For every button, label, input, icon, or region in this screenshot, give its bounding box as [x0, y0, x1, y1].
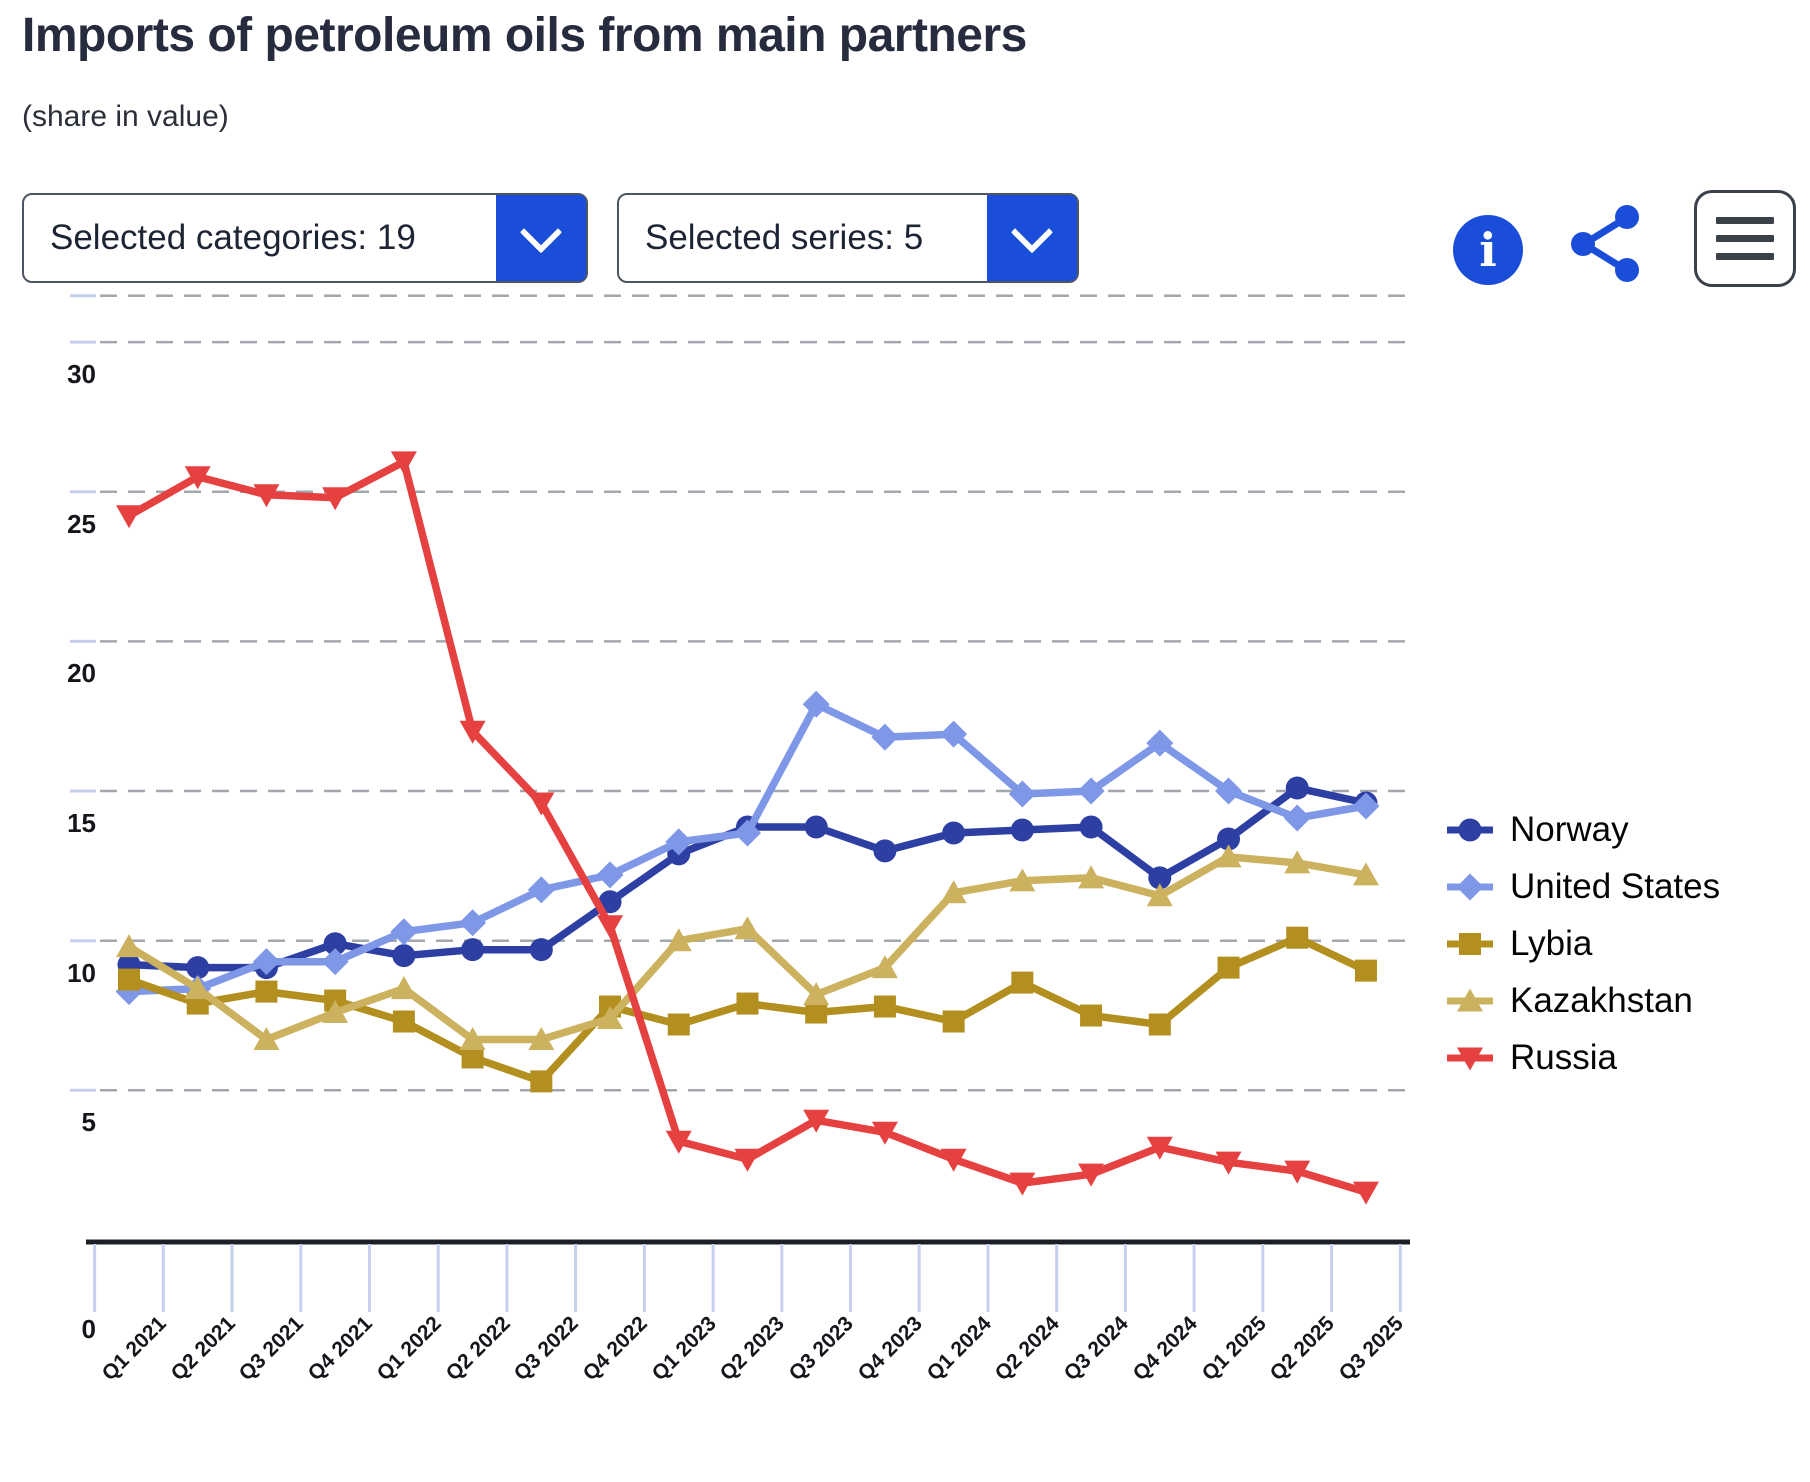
info-icon: i [1479, 223, 1497, 277]
series-markers-lybia [118, 926, 1377, 1093]
legend-label: Russia [1510, 1038, 1617, 1077]
legend-marker-norway [1447, 818, 1493, 842]
categories-dropdown[interactable]: Selected categories: 19 [22, 193, 588, 283]
page-subtitle: (share in value) [22, 100, 229, 133]
y-axis-label-15: 15 [67, 808, 96, 838]
categories-dropdown-label: Selected categories: 19 [50, 218, 416, 257]
hamburger-menu-icon [1716, 217, 1774, 224]
legend-item-kazakhstan[interactable]: Kazakhstan [1444, 981, 1720, 1020]
y-axis-label-10: 10 [67, 958, 96, 988]
y-axis-label-0: 0 [81, 1314, 96, 1344]
legend-marker-lybia [1447, 933, 1493, 955]
chart-legend: Norway United States Lybia Kazakhstan Russia [1444, 810, 1721, 1097]
legend-marker-russia [1447, 1047, 1493, 1071]
legend-item-lybia[interactable]: Lybia [1444, 924, 1720, 963]
legend-marker-united-states [1447, 873, 1493, 901]
legend-label: United States [1510, 867, 1721, 906]
series-markers-united-states [115, 690, 1380, 1006]
y-axis-label-20: 20 [67, 658, 96, 688]
series-dropdown-label: Selected series: 5 [645, 218, 924, 257]
y-axis-label-30: 30 [67, 359, 96, 389]
legend-label: Norway [1510, 810, 1629, 849]
legend-marker-kazakhstan [1447, 988, 1493, 1012]
legend-item-united-states[interactable]: United States [1444, 867, 1721, 906]
legend-item-russia[interactable]: Russia [1444, 1038, 1720, 1077]
categories-dropdown-button[interactable] [496, 195, 586, 281]
y-axis-label-5: 5 [81, 1107, 96, 1137]
series-markers-russia [116, 451, 1379, 1205]
menu-button[interactable] [1694, 190, 1796, 287]
series-markers-norway [117, 776, 1378, 980]
share-icon [1571, 205, 1639, 282]
legend-label: Lybia [1510, 924, 1593, 963]
page-title: Imports of petroleum oils from main part… [22, 9, 1027, 62]
series-markers-kazakhstan [116, 844, 1379, 1050]
legend-item-norway[interactable]: Norway [1444, 810, 1720, 849]
share-button[interactable] [1568, 204, 1644, 282]
info-button[interactable]: i [1453, 215, 1523, 285]
y-axis-label-25: 25 [67, 509, 96, 539]
legend-label: Kazakhstan [1510, 981, 1693, 1020]
series-dropdown[interactable]: Selected series: 5 [617, 193, 1079, 283]
series-dropdown-button[interactable] [987, 195, 1077, 281]
